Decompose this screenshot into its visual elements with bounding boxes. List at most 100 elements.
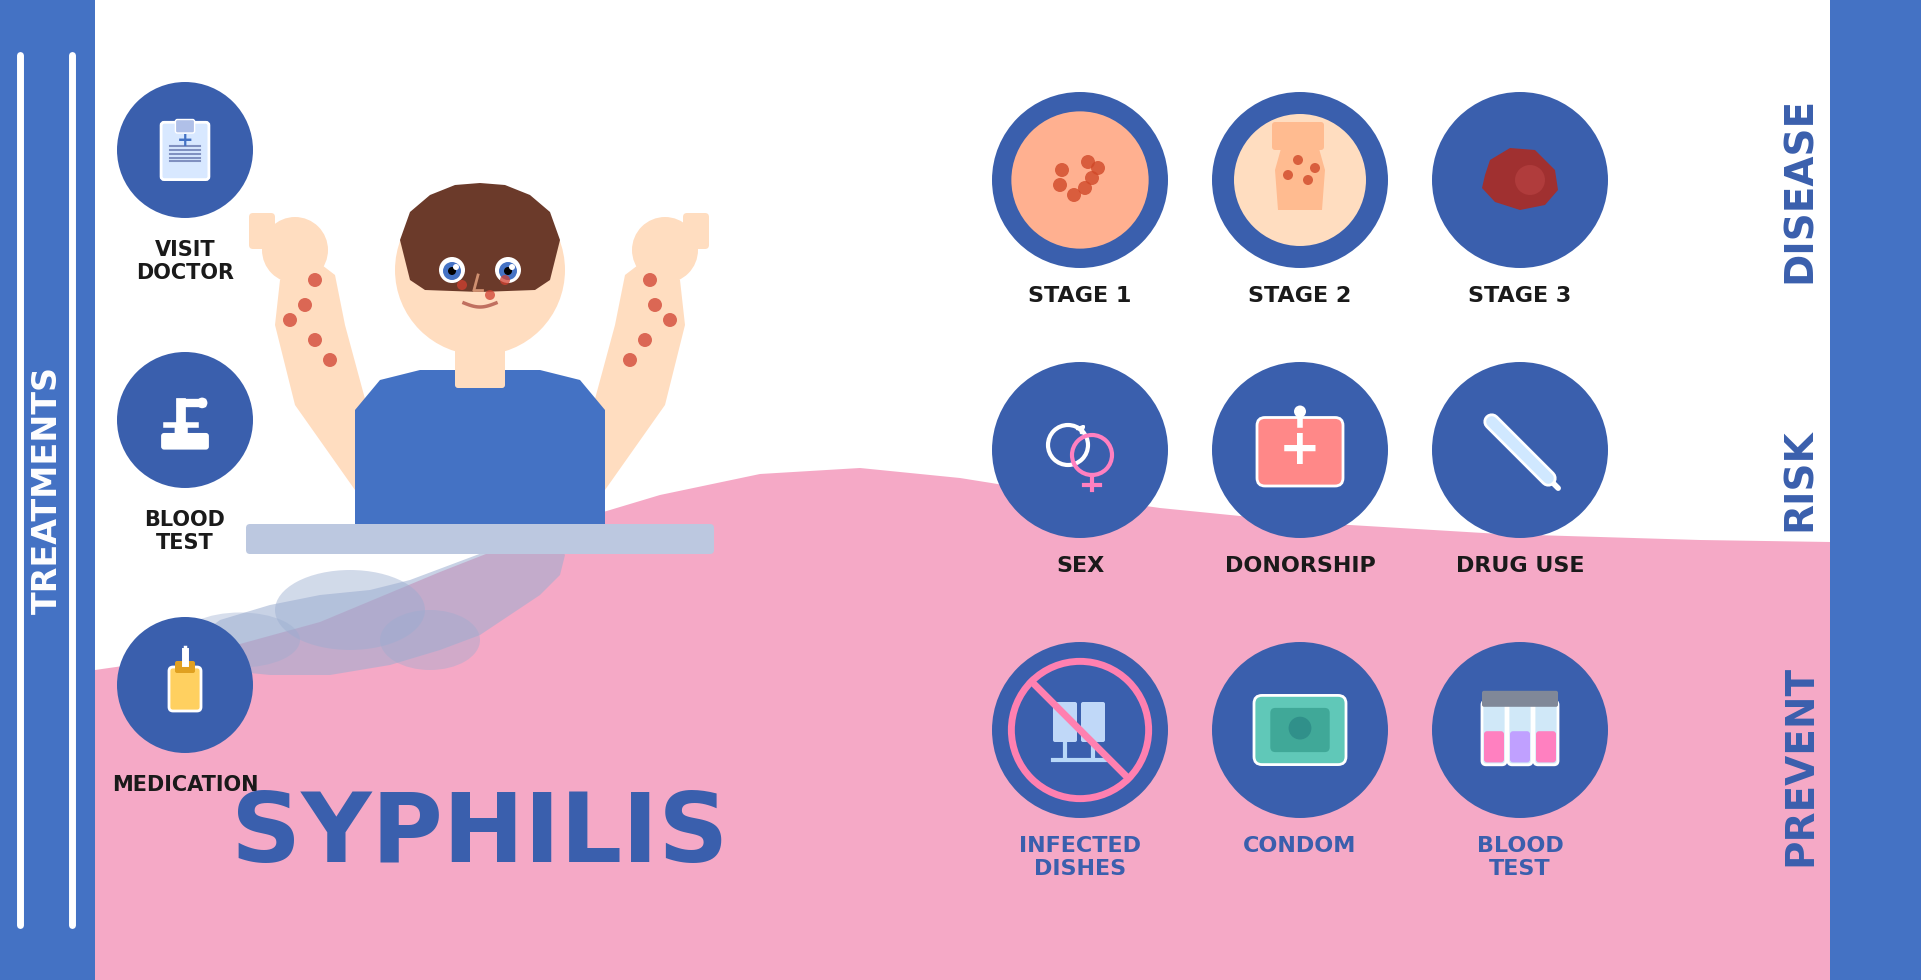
- Circle shape: [1310, 163, 1320, 173]
- Circle shape: [1302, 175, 1312, 185]
- Circle shape: [509, 264, 515, 270]
- Circle shape: [396, 185, 565, 355]
- FancyBboxPatch shape: [1283, 122, 1301, 150]
- Circle shape: [1078, 181, 1091, 195]
- Bar: [0, 0, 94, 980]
- Circle shape: [1289, 716, 1312, 740]
- Circle shape: [1431, 92, 1608, 268]
- Circle shape: [638, 333, 651, 347]
- Text: BLOOD
TEST: BLOOD TEST: [1477, 836, 1564, 879]
- Circle shape: [323, 353, 336, 367]
- FancyBboxPatch shape: [1254, 696, 1347, 764]
- FancyBboxPatch shape: [1272, 122, 1287, 150]
- FancyBboxPatch shape: [1481, 701, 1506, 764]
- Text: PREVENT: PREVENT: [1781, 664, 1819, 865]
- Polygon shape: [400, 183, 561, 292]
- Circle shape: [307, 333, 323, 347]
- Text: BLOOD
TEST: BLOOD TEST: [144, 510, 225, 553]
- Circle shape: [440, 257, 465, 283]
- Circle shape: [1431, 362, 1608, 538]
- Text: DONORSHIP: DONORSHIP: [1224, 556, 1375, 576]
- FancyBboxPatch shape: [1082, 702, 1105, 742]
- Circle shape: [117, 352, 254, 488]
- Circle shape: [282, 313, 298, 327]
- FancyBboxPatch shape: [455, 327, 505, 388]
- Polygon shape: [1276, 140, 1325, 210]
- Circle shape: [1091, 161, 1105, 175]
- Ellipse shape: [380, 610, 480, 670]
- Circle shape: [1212, 92, 1389, 268]
- Text: STAGE 3: STAGE 3: [1468, 286, 1571, 306]
- Circle shape: [1010, 112, 1149, 249]
- Circle shape: [644, 273, 657, 287]
- Text: CONDOM: CONDOM: [1243, 836, 1356, 856]
- Text: MEDICATION: MEDICATION: [111, 775, 257, 795]
- Text: VISIT
DOCTOR: VISIT DOCTOR: [136, 240, 234, 283]
- Polygon shape: [181, 535, 565, 675]
- Text: +: +: [177, 131, 194, 150]
- Circle shape: [499, 275, 509, 285]
- Circle shape: [991, 642, 1168, 818]
- Circle shape: [663, 313, 676, 327]
- Text: SYPHILIS: SYPHILIS: [231, 789, 728, 881]
- Circle shape: [1233, 114, 1366, 246]
- Circle shape: [1066, 188, 1082, 202]
- FancyBboxPatch shape: [175, 422, 188, 438]
- Polygon shape: [94, 468, 1831, 980]
- FancyBboxPatch shape: [161, 433, 209, 450]
- Circle shape: [1293, 155, 1302, 165]
- FancyBboxPatch shape: [246, 524, 715, 554]
- Circle shape: [1053, 178, 1066, 192]
- FancyBboxPatch shape: [1485, 731, 1504, 762]
- Polygon shape: [549, 262, 686, 520]
- Circle shape: [448, 267, 455, 275]
- FancyBboxPatch shape: [1481, 691, 1558, 707]
- Circle shape: [457, 280, 467, 290]
- Circle shape: [1516, 165, 1544, 195]
- Circle shape: [1283, 170, 1293, 180]
- Text: INFECTED
DISHES: INFECTED DISHES: [1018, 836, 1141, 879]
- FancyBboxPatch shape: [1308, 122, 1324, 150]
- Text: STAGE 2: STAGE 2: [1249, 286, 1352, 306]
- Text: DRUG USE: DRUG USE: [1456, 556, 1585, 576]
- Text: TREATMENTS: TREATMENTS: [31, 366, 63, 614]
- FancyBboxPatch shape: [175, 120, 194, 133]
- FancyBboxPatch shape: [684, 213, 709, 249]
- Circle shape: [622, 353, 638, 367]
- Polygon shape: [1481, 148, 1558, 210]
- Circle shape: [261, 217, 328, 283]
- Text: +: +: [1279, 426, 1322, 474]
- Text: SEX: SEX: [1057, 556, 1105, 576]
- Text: RISK: RISK: [1781, 428, 1819, 531]
- Circle shape: [484, 290, 496, 300]
- FancyBboxPatch shape: [1297, 122, 1312, 150]
- Text: DISEASE: DISEASE: [1781, 97, 1819, 283]
- Ellipse shape: [275, 570, 425, 650]
- Circle shape: [307, 273, 323, 287]
- Circle shape: [647, 298, 663, 312]
- Circle shape: [117, 82, 254, 218]
- Circle shape: [1431, 642, 1608, 818]
- Circle shape: [196, 398, 207, 409]
- Circle shape: [991, 362, 1168, 538]
- FancyBboxPatch shape: [1256, 417, 1343, 486]
- Circle shape: [453, 264, 459, 270]
- Circle shape: [1055, 163, 1068, 177]
- FancyBboxPatch shape: [250, 213, 275, 249]
- Circle shape: [991, 92, 1168, 268]
- Circle shape: [632, 217, 697, 283]
- Circle shape: [1212, 642, 1389, 818]
- Circle shape: [1295, 406, 1306, 417]
- Circle shape: [298, 298, 311, 312]
- FancyBboxPatch shape: [1537, 731, 1556, 762]
- Polygon shape: [355, 370, 605, 550]
- FancyBboxPatch shape: [1510, 731, 1529, 762]
- Circle shape: [499, 262, 517, 280]
- Text: STAGE 1: STAGE 1: [1028, 286, 1131, 306]
- FancyBboxPatch shape: [1270, 708, 1329, 752]
- FancyBboxPatch shape: [1053, 702, 1078, 742]
- Circle shape: [444, 262, 461, 280]
- Circle shape: [496, 257, 521, 283]
- FancyBboxPatch shape: [169, 667, 202, 711]
- Ellipse shape: [181, 612, 300, 667]
